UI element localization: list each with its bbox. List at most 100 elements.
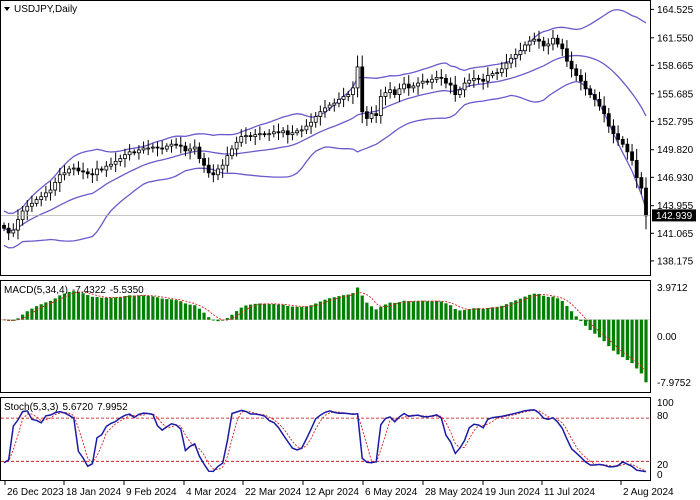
macd-tick-zero: 0.00 — [657, 332, 677, 343]
candle — [448, 77, 453, 94]
dropdown-triangle-icon[interactable] — [4, 7, 10, 11]
candle — [197, 142, 202, 164]
candle — [225, 146, 230, 173]
time-tick-label: 4 Mar 2024 — [186, 487, 237, 498]
macd-bar — [467, 309, 471, 320]
candle — [113, 152, 118, 172]
candle — [383, 86, 388, 106]
price-plot — [2, 8, 648, 249]
candle — [588, 85, 593, 99]
time-axis: 26 Dec 2023 18 Jan 2024 9 Feb 2024 4 Mar 20… — [4, 481, 674, 498]
macd-bar — [574, 316, 578, 320]
macd-bar — [328, 298, 332, 320]
candle — [2, 222, 6, 232]
macd-bar — [216, 319, 220, 322]
price-tick-label: 149.820 — [657, 145, 694, 156]
macd-bar — [644, 319, 648, 383]
macd-bar — [295, 306, 299, 320]
candle — [444, 74, 448, 89]
candle — [132, 149, 137, 156]
macd-bar — [639, 319, 643, 374]
macd-bar — [281, 304, 285, 320]
macd-bar — [262, 303, 267, 320]
candle — [337, 92, 341, 108]
candle — [39, 191, 44, 207]
candle — [146, 139, 151, 156]
stoch-tick-0: 0 — [657, 470, 663, 481]
macd-bar — [476, 308, 481, 320]
macd-bar — [462, 309, 467, 320]
candle — [439, 69, 444, 86]
candle — [164, 143, 169, 152]
macd-bar — [458, 310, 462, 320]
macd-bar — [188, 304, 192, 320]
macd-bar — [490, 307, 495, 320]
macd-bar — [114, 297, 118, 320]
candle — [262, 131, 267, 138]
macd-bar — [565, 305, 569, 320]
macd-bar — [616, 319, 620, 355]
candle — [546, 38, 551, 55]
candle — [85, 168, 90, 179]
macd-bar — [44, 302, 48, 320]
macd-bar — [16, 318, 20, 320]
candle — [248, 132, 253, 142]
candle — [583, 72, 588, 96]
macd-bar — [355, 287, 360, 320]
candle — [485, 67, 490, 88]
candle — [211, 164, 216, 183]
candle — [141, 141, 146, 154]
stoch-k-line — [3, 409, 647, 473]
macd-bar — [393, 302, 397, 320]
candle — [99, 166, 104, 173]
macd-bar — [397, 302, 402, 320]
macd-bar — [597, 319, 602, 338]
candle — [318, 105, 323, 126]
candle — [160, 140, 165, 155]
candle — [513, 48, 518, 68]
candle — [518, 42, 523, 61]
macd-bar — [137, 295, 141, 320]
macd-bar — [123, 296, 127, 320]
macd-bar — [90, 296, 94, 320]
macd-bar — [421, 300, 425, 320]
macd-bar — [244, 305, 248, 320]
stoch-header: Stoch(5,3,3) 5.6720 7.9952 — [4, 402, 128, 413]
bollinger-lower-band — [3, 80, 647, 249]
candle — [504, 53, 509, 78]
macd-bar — [411, 301, 415, 320]
candle — [458, 86, 462, 98]
macd-bar — [309, 305, 313, 320]
time-tick-label: 6 May 2024 — [365, 487, 418, 498]
candle — [602, 96, 607, 123]
price-tick-label: 141.065 — [657, 229, 694, 240]
macd-bar — [239, 307, 243, 320]
candle — [313, 112, 318, 128]
macd-bar — [118, 296, 122, 320]
candle — [71, 163, 76, 176]
macd-bar — [323, 299, 327, 320]
time-tick-label: 19 Jun 2024 — [485, 487, 540, 498]
candle — [299, 125, 304, 138]
macd-bar — [435, 300, 439, 320]
candle — [490, 70, 495, 79]
macd-bar — [272, 304, 276, 320]
macd-bar — [128, 295, 132, 320]
macd-bar — [235, 311, 239, 320]
macd-bar — [346, 294, 350, 320]
macd-bar — [407, 301, 411, 320]
candle — [527, 36, 532, 52]
time-tick-label: 2 Aug 2024 — [623, 487, 674, 498]
macd-bar — [151, 296, 155, 320]
macd-header: MACD(5,34,4) -7.4322 -5.5350 — [4, 285, 144, 296]
stoch-tick-80: 80 — [657, 411, 669, 422]
candle — [578, 69, 583, 91]
macd-plot — [1, 287, 650, 383]
price-tick-label: 146.930 — [657, 173, 694, 184]
macd-bar — [342, 295, 346, 320]
candle — [174, 137, 179, 149]
macd-bar — [374, 309, 378, 320]
macd-bar — [165, 299, 169, 320]
candle — [188, 143, 192, 160]
candle — [453, 75, 458, 102]
